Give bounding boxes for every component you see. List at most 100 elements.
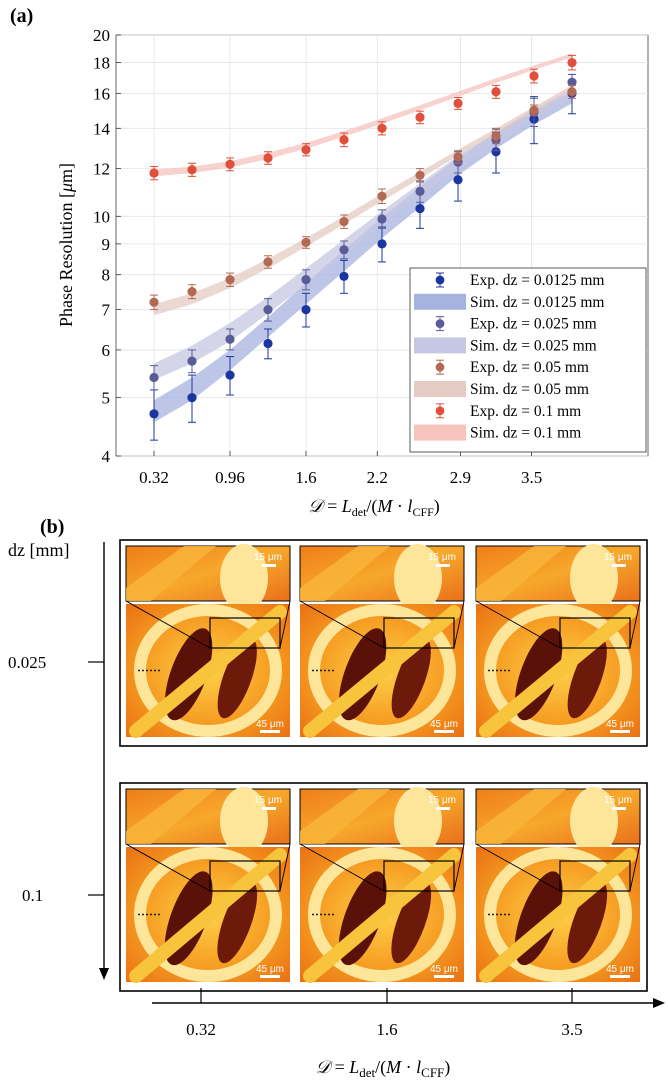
data-marker — [377, 191, 387, 201]
exp-point — [415, 180, 425, 203]
inset-scale-bar — [612, 564, 626, 567]
inset-scale-label: 15 μm — [428, 795, 456, 806]
dark-lobe — [391, 880, 432, 964]
data-marker — [149, 372, 159, 383]
dark-lobe — [217, 880, 258, 964]
data-marker — [301, 145, 311, 155]
exp-point — [149, 165, 159, 181]
zoom-box — [209, 617, 281, 649]
dark-lobe — [567, 637, 607, 719]
data-marker — [225, 159, 235, 169]
inset-scale-label: 15 μm — [428, 552, 456, 563]
legend-swatch — [414, 337, 466, 354]
data-marker — [301, 275, 311, 285]
data-marker — [491, 131, 501, 141]
exp-point — [187, 162, 197, 177]
exp-point — [377, 121, 387, 136]
legend-swatch — [414, 381, 466, 397]
data-marker — [225, 334, 235, 344]
data-marker — [301, 237, 311, 248]
inset-scale-bar — [436, 564, 450, 567]
data-marker — [263, 153, 273, 163]
exp-point — [377, 226, 387, 263]
exp-point — [225, 272, 235, 287]
y-tick-label: 18 — [93, 54, 110, 73]
legend-marker — [435, 275, 445, 285]
reconstruction-grid: 15 μm 45 μm 15 μm 45 μm 15 μm 45 μm 15 μm 45 μm… — [119, 539, 648, 992]
inset-scale-label: 15 μm — [254, 795, 282, 806]
exp-point — [263, 328, 273, 360]
inset-scale-label: 15 μm — [604, 795, 632, 806]
exp-point — [263, 255, 273, 269]
data-marker — [225, 275, 235, 285]
dark-lobe — [567, 880, 608, 964]
zoom-box — [209, 860, 281, 892]
zoom-connector — [125, 600, 211, 649]
data-marker — [149, 168, 159, 178]
y-tick-label: 4 — [102, 447, 111, 466]
recon-tile: 15 μm 45 μm — [125, 544, 291, 738]
diagonal-bar — [303, 848, 461, 983]
legend-entry: Sim. dz = 0.0125 mm — [414, 293, 604, 311]
y-tick-label: 6 — [102, 341, 111, 360]
main-scale-label: 45 μm — [606, 964, 634, 975]
exp-point — [491, 84, 501, 99]
data-marker — [225, 370, 235, 380]
inset-ring — [394, 787, 442, 855]
y-tick-label: 8 — [102, 266, 111, 285]
exp-point — [529, 68, 539, 84]
legend-swatch — [414, 293, 466, 310]
inset-bar — [476, 546, 566, 601]
data-marker — [149, 409, 159, 419]
legend-label: Sim. dz = 0.025 mm — [470, 337, 597, 354]
legend-entry: Sim. dz = 0.025 mm — [414, 337, 597, 354]
data-marker — [339, 135, 349, 145]
legend-marker — [435, 319, 445, 328]
zoom-connector — [279, 600, 291, 649]
zoom-connector — [125, 843, 211, 892]
data-marker — [415, 186, 425, 196]
main-scale-bar — [610, 975, 630, 978]
data-marker — [263, 305, 273, 315]
sim-band — [154, 88, 572, 380]
data-marker — [187, 165, 197, 175]
inset-scale-bar — [436, 807, 450, 810]
x-tick-labels: 0.32 0.96 1.6 2.2 2.9 3.5 — [139, 468, 542, 487]
exp-point — [225, 328, 235, 351]
legend-label: Sim. dz = 0.1 mm — [470, 425, 581, 442]
y-tick-label: 5 — [102, 389, 111, 408]
exp-point — [415, 110, 425, 125]
recon-tile: 15 μm 45 μm — [475, 544, 641, 738]
zoom-box — [383, 860, 455, 892]
main-scale-label: 45 μm — [430, 964, 458, 975]
dz-tick-label-0: 0.025 — [8, 653, 46, 672]
y-tick-label: 9 — [102, 235, 111, 254]
main-scale-label: 45 μm — [256, 964, 284, 975]
y-tick-label: 12 — [93, 160, 110, 179]
zoom-box — [559, 860, 631, 892]
data-marker — [377, 123, 387, 133]
exp-point — [491, 127, 501, 145]
zoom-connector — [279, 843, 291, 892]
exp-point — [187, 374, 197, 423]
inset-bar — [126, 789, 216, 844]
legend-marker — [435, 362, 445, 372]
zoom-connector — [299, 843, 385, 892]
inset-bar — [300, 546, 390, 601]
zoom-connector — [629, 600, 641, 649]
data-marker — [415, 203, 425, 214]
exp-point — [339, 214, 349, 229]
data-marker — [263, 257, 273, 267]
inset-bar — [300, 789, 390, 844]
data-marker — [187, 286, 197, 297]
d-tick-label-1: 1.6 — [376, 1020, 397, 1039]
y-tick-label: 20 — [93, 26, 110, 45]
exp-point — [339, 240, 349, 260]
y-tick-label: 10 — [93, 207, 110, 226]
exp-point — [377, 188, 387, 205]
zoom-box — [559, 617, 631, 649]
panel-a-letter: (a) — [10, 5, 33, 27]
d-tick-label-0: 0.32 — [186, 1020, 216, 1039]
exp-point — [377, 209, 387, 229]
